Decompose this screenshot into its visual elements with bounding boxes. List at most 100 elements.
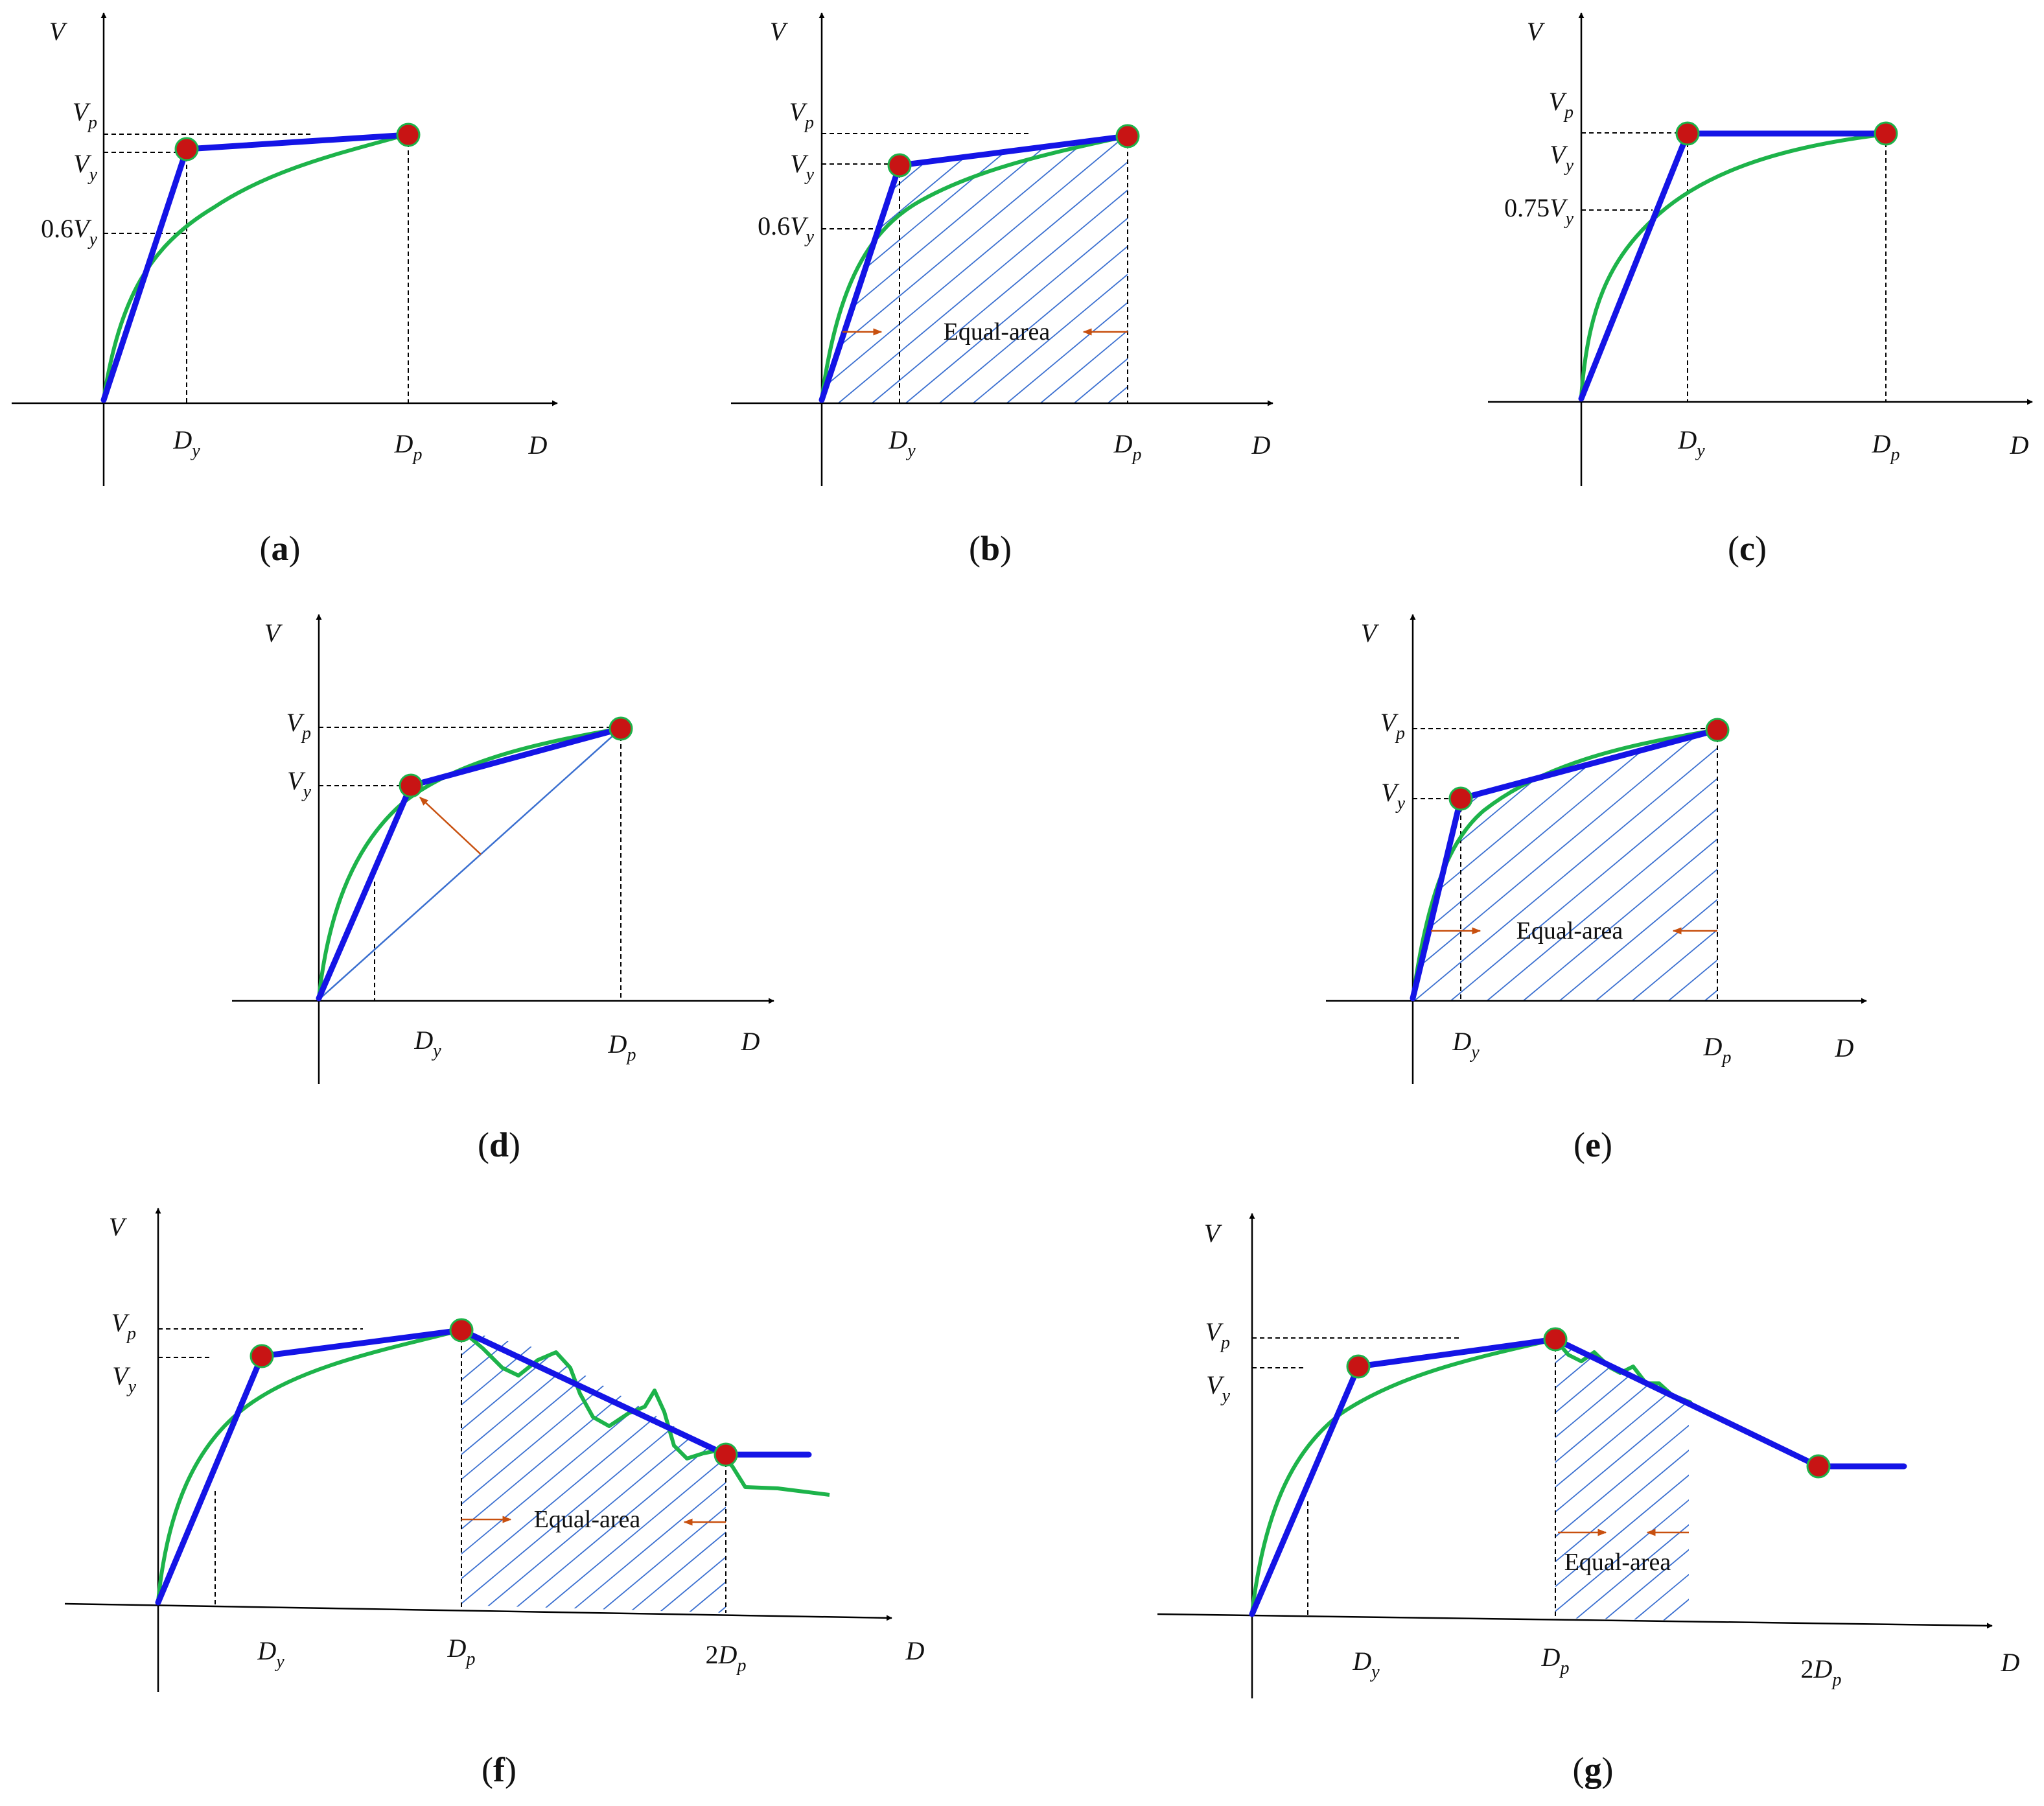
hatch-line [1603, 1338, 1689, 1621]
hatch-line [1074, 136, 1128, 403]
label-symbol: V [73, 214, 92, 243]
hatch-line [1413, 730, 1717, 1001]
idealized-bilinear-line [100, 132, 412, 403]
y-level-label: Vy [1381, 778, 1405, 814]
y-axis-title: V [49, 17, 68, 46]
hatch-line [1555, 1338, 1675, 1621]
panel-label-close: ) [1755, 529, 1767, 568]
label-prefix: 2 [706, 1640, 719, 1669]
label-symbol: D [1813, 1654, 1833, 1683]
hatch-line [461, 1330, 726, 1613]
label-symbol: D [1352, 1647, 1371, 1676]
label-symbol: D [1452, 1027, 1471, 1056]
hatch-line [1595, 730, 1717, 1001]
x-axis-title: D [741, 1027, 760, 1056]
x-mark-label: Dy [257, 1636, 285, 1672]
panel-label-close: ) [1000, 529, 1012, 568]
label-subscript: p [804, 113, 814, 133]
label-symbol: V [1206, 1370, 1225, 1400]
key-point-marker [1806, 1454, 1831, 1479]
label-symbol: V [789, 97, 808, 126]
label-subscript: p [1721, 1048, 1731, 1068]
x-axis [1157, 1613, 1993, 1629]
panel-label-open: ( [482, 1750, 493, 1789]
x-mark-label: 2Dp [1801, 1654, 1842, 1690]
label-symbol: V [1549, 87, 1568, 116]
hatch-line [509, 1330, 726, 1613]
label-subscript: p [1220, 1333, 1230, 1353]
y-axis-title: V [109, 1212, 128, 1241]
hatch-line [1413, 730, 1522, 1001]
hatch-line [872, 136, 1128, 403]
label-subscript: p [1563, 102, 1574, 123]
y-axis-title: V [264, 618, 283, 648]
x-mark-label: Dp [1703, 1032, 1732, 1068]
y-level-label: Vy [1550, 140, 1574, 176]
x-mark-label: Dy [1352, 1647, 1380, 1682]
label-symbol: D [172, 425, 192, 454]
hatch-line [1108, 136, 1128, 403]
capacity-curve [1411, 728, 1718, 999]
key-point-marker [250, 1344, 274, 1368]
label-symbol: V [73, 97, 91, 126]
label-symbol: D [1872, 429, 1891, 458]
label-symbol: V [790, 211, 809, 240]
hatch-line [480, 1330, 726, 1613]
x-mark-label: 2Dp [706, 1640, 747, 1676]
hatch-line [822, 136, 1126, 403]
y-level-label: Vy [1206, 1370, 1230, 1406]
label-subscript: y [1369, 1662, 1380, 1682]
y-level-label: Vp [111, 1308, 136, 1344]
label-subscript: y [431, 1041, 441, 1061]
x-mark-label: Dy [413, 1026, 441, 1061]
capacity-curve [102, 132, 409, 399]
hatched-area [1555, 1338, 1689, 1621]
hatch-line [461, 1330, 522, 1613]
hatch-line [1631, 730, 1717, 1001]
label-subscript: y [301, 782, 312, 802]
y-level-label: Vy [287, 766, 311, 802]
capacity-curve [1579, 132, 1887, 397]
hatch-line [539, 1330, 726, 1613]
x-mark-label: Dp [394, 429, 423, 465]
y-level-label: Vy [112, 1361, 136, 1397]
panel-label-letter: c [1739, 529, 1755, 568]
panel-label-open: ( [1573, 1750, 1585, 1789]
label-subscript: y [804, 227, 815, 247]
hatch-line [822, 136, 1058, 403]
hatch-line [905, 136, 1128, 403]
hatch-line [1522, 730, 1717, 1001]
hatch-line [1574, 1338, 1689, 1621]
hatch-line [502, 136, 822, 403]
label-subscript: p [1131, 445, 1141, 465]
equal-area-text: Equal-area [1564, 1549, 1671, 1576]
hatch-line [461, 1330, 581, 1613]
key-point-marker [714, 1442, 738, 1467]
hatch-line [461, 1330, 641, 1613]
x-axis-title: D [1251, 430, 1271, 460]
hatch-line [599, 1330, 726, 1613]
hatch-line [1413, 730, 1559, 1001]
hatch-line [569, 1330, 726, 1613]
x-mark-label: Dp [1872, 429, 1900, 465]
x-mark-label: Dp [1113, 429, 1142, 465]
label-prefix: 0.6 [41, 214, 73, 243]
panel-label: (f) [482, 1750, 517, 1789]
label-subscript: y [1564, 156, 1574, 176]
panel-label-open: ( [260, 529, 272, 568]
panel-label-letter: b [981, 529, 1000, 568]
y-level-label: Vp [1205, 1317, 1230, 1353]
hatch-line [1555, 1338, 1689, 1621]
hatch-line [1413, 730, 1667, 1001]
hatch-line [822, 136, 957, 403]
label-subscript: y [87, 165, 98, 185]
hatch-line [973, 136, 1128, 403]
y-level-label: Vp [286, 708, 311, 744]
x-axis [64, 1602, 892, 1621]
panel-label: (a) [260, 529, 301, 568]
y-level-label: Vy [73, 149, 97, 185]
label-symbol: D [257, 1636, 276, 1665]
